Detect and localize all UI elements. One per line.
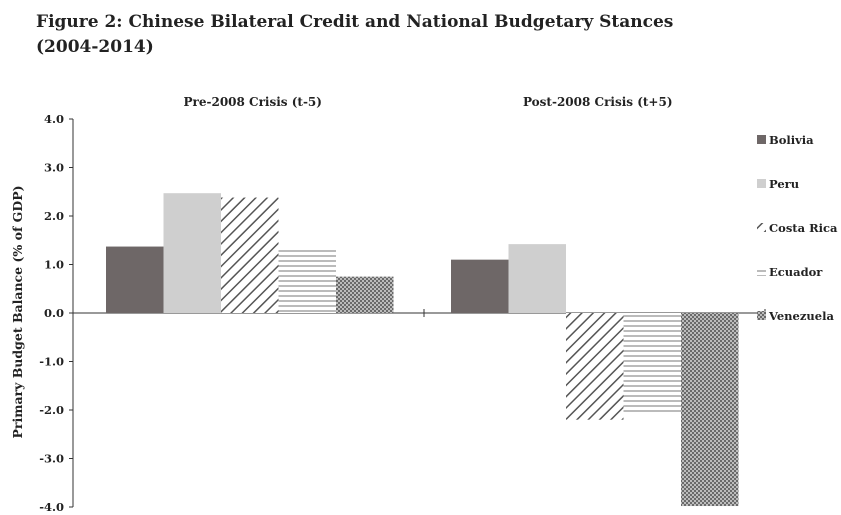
figure-title: Figure 2: Chinese Bilateral Credit and N… xyxy=(36,10,796,60)
bar-venezuela-post xyxy=(681,313,739,507)
y-tick-label: 3.0 xyxy=(44,161,64,175)
bar-peru-post xyxy=(508,244,566,313)
bar-costa-rica-pre xyxy=(221,197,279,313)
bar-ecuador-pre xyxy=(278,248,336,313)
legend-swatch-costa-rica xyxy=(757,223,766,232)
y-tick-label: 4.0 xyxy=(44,112,64,126)
y-tick-label: 1.0 xyxy=(44,258,64,272)
legend-label-ecuador: Ecuador xyxy=(769,265,823,279)
legend-label-costa-rica: Costa Rica xyxy=(769,221,838,235)
bar-bolivia-post xyxy=(451,259,509,313)
bar-peru-pre xyxy=(163,193,221,313)
category-label: Pre-2008 Crisis (t-5) xyxy=(184,95,322,109)
category-label: Post-2008 Crisis (t+5) xyxy=(523,95,673,109)
legend-label-bolivia: Bolivia xyxy=(769,133,814,147)
y-tick-label: 2.0 xyxy=(44,209,64,223)
legend-label-venezuela: Venezuela xyxy=(768,309,834,323)
figure-title-line1: Figure 2: Chinese Bilateral Credit and N… xyxy=(36,12,674,32)
legend-swatch-ecuador xyxy=(757,267,766,276)
legend-swatch-venezuela xyxy=(757,311,766,320)
legend-swatch-peru xyxy=(757,179,766,188)
bar-ecuador-post xyxy=(623,313,681,415)
bar-bolivia-pre xyxy=(106,246,164,313)
figure-title-line2: (2004-2014) xyxy=(36,37,154,57)
bar-costa-rica-post xyxy=(566,313,624,420)
y-tick-label: -4.0 xyxy=(39,500,64,514)
y-tick-label: -1.0 xyxy=(39,355,64,369)
legend-label-peru: Peru xyxy=(769,177,799,191)
y-axis-title: Primary Budget Balance (% of GDP) xyxy=(10,185,25,438)
legend-swatch-bolivia xyxy=(757,135,766,144)
y-tick-label: -3.0 xyxy=(39,452,64,466)
y-tick-label: -2.0 xyxy=(39,403,64,417)
bar-venezuela-pre xyxy=(336,276,394,313)
y-tick-label: 0.0 xyxy=(44,306,64,320)
